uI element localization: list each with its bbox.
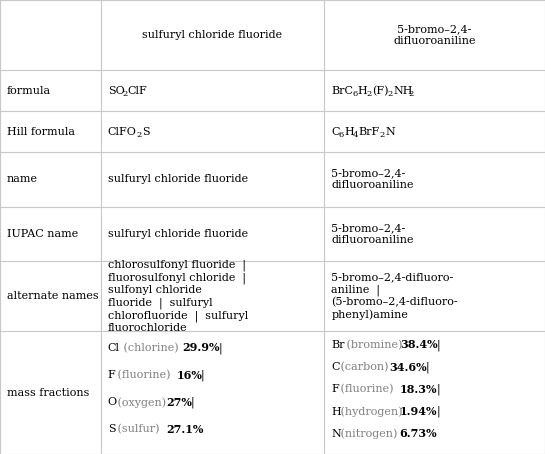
Text: H: H xyxy=(331,407,341,417)
Text: 27.1%: 27.1% xyxy=(166,424,203,435)
Text: BrF: BrF xyxy=(358,127,379,137)
Text: 5-bromo–2,4-
difluoroaniline: 5-bromo–2,4- difluoroaniline xyxy=(331,168,414,190)
Text: BrC: BrC xyxy=(331,86,353,96)
Text: (carbon): (carbon) xyxy=(337,362,392,372)
Text: NH: NH xyxy=(393,86,413,96)
Text: 5-bromo–2,4-
difluoroaniline: 5-bromo–2,4- difluoroaniline xyxy=(331,223,414,245)
Text: ClF: ClF xyxy=(128,86,148,96)
Text: mass fractions: mass fractions xyxy=(7,388,89,398)
Text: (fluorine): (fluorine) xyxy=(337,384,397,395)
Text: 2: 2 xyxy=(137,131,142,139)
Text: |: | xyxy=(212,342,223,354)
Text: 4: 4 xyxy=(353,131,358,139)
Text: 2: 2 xyxy=(409,90,414,99)
Text: 2: 2 xyxy=(366,90,372,99)
Text: |: | xyxy=(429,384,440,395)
Text: (hydrogen): (hydrogen) xyxy=(337,406,406,417)
Text: Hill formula: Hill formula xyxy=(7,127,75,137)
Text: (fluorine): (fluorine) xyxy=(114,370,174,380)
Text: Br: Br xyxy=(331,340,345,350)
Text: O: O xyxy=(108,397,117,407)
Text: (nitrogen): (nitrogen) xyxy=(337,429,401,439)
Text: alternate names: alternate names xyxy=(7,291,99,301)
Text: 2: 2 xyxy=(122,90,128,99)
Text: 34.6%: 34.6% xyxy=(389,361,427,373)
Text: N: N xyxy=(385,127,395,137)
Text: C: C xyxy=(331,362,340,372)
Text: (chlorine): (chlorine) xyxy=(120,343,182,353)
Text: sulfuryl chloride fluoride: sulfuryl chloride fluoride xyxy=(108,229,248,239)
Text: N: N xyxy=(331,429,341,439)
Text: sulfuryl chloride fluoride: sulfuryl chloride fluoride xyxy=(142,30,283,40)
Text: H: H xyxy=(344,127,354,137)
Text: 1.94%: 1.94% xyxy=(399,406,437,417)
Text: 29.9%: 29.9% xyxy=(182,342,220,353)
Text: 2: 2 xyxy=(380,131,385,139)
Text: 38.4%: 38.4% xyxy=(401,339,438,350)
Text: 5-bromo–2,4-
difluoroaniline: 5-bromo–2,4- difluoroaniline xyxy=(393,25,476,46)
Text: 27%: 27% xyxy=(166,397,192,408)
Text: |: | xyxy=(184,396,195,408)
Text: |: | xyxy=(419,361,430,373)
Text: (sulfur): (sulfur) xyxy=(114,424,163,434)
Text: (bromine): (bromine) xyxy=(343,340,406,350)
Text: IUPAC name: IUPAC name xyxy=(7,229,78,239)
Text: |: | xyxy=(194,369,205,381)
Text: |: | xyxy=(431,339,441,350)
Text: 6: 6 xyxy=(352,90,358,99)
Text: name: name xyxy=(7,174,38,184)
Text: F: F xyxy=(331,385,339,395)
Text: S: S xyxy=(142,127,150,137)
Text: F: F xyxy=(108,370,116,380)
Text: SO: SO xyxy=(108,86,125,96)
Text: (F): (F) xyxy=(372,86,388,96)
Text: formula: formula xyxy=(7,86,51,96)
Text: (oxygen): (oxygen) xyxy=(114,397,169,408)
Text: H: H xyxy=(358,86,367,96)
Text: ClFO: ClFO xyxy=(108,127,137,137)
Text: 6: 6 xyxy=(339,131,344,139)
Text: chlorosulfonyl fluoride  |
fluorosulfonyl chloride  |
sulfonyl chloride
fluoride: chlorosulfonyl fluoride | fluorosulfonyl… xyxy=(108,259,248,333)
Text: |: | xyxy=(429,406,440,417)
Text: S: S xyxy=(108,424,116,434)
Text: 2: 2 xyxy=(388,90,393,99)
Text: 16%: 16% xyxy=(176,370,202,380)
Text: Cl: Cl xyxy=(108,343,120,353)
Text: C: C xyxy=(331,127,340,137)
Text: sulfuryl chloride fluoride: sulfuryl chloride fluoride xyxy=(108,174,248,184)
Text: 5-bromo–2,4-difluoro-
aniline  |
(5-bromo–2,4-difluoro-
phenyl)amine: 5-bromo–2,4-difluoro- aniline | (5-bromo… xyxy=(331,272,458,320)
Text: 6.73%: 6.73% xyxy=(399,429,437,439)
Text: 18.3%: 18.3% xyxy=(399,384,437,395)
